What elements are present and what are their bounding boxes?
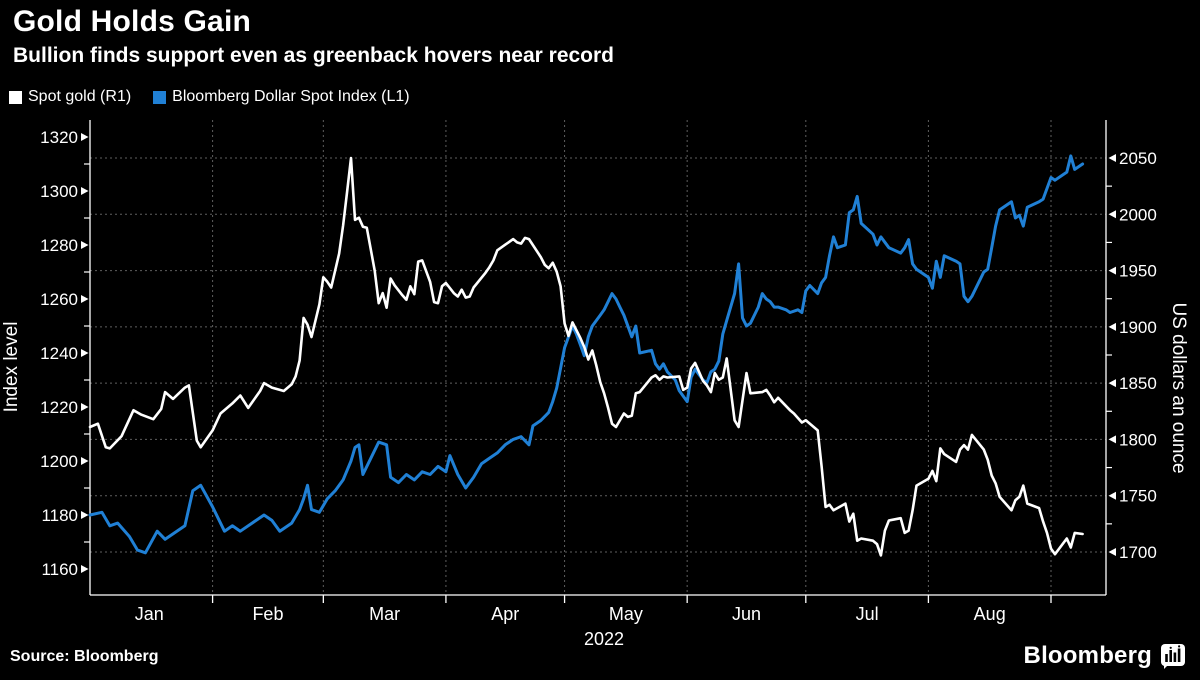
right-axis-pointer-icon [1108,322,1116,331]
left-axis-pointer-icon [81,349,89,357]
right-axis-pointer-icon [1108,210,1116,219]
right-axis-pointer-icon [1108,154,1116,162]
chart-legend: Spot gold (R1) Bloomberg Dollar Spot Ind… [9,88,410,106]
x-axis-month-label: Feb [252,604,283,624]
left-axis-tick-label: 1220 [40,398,78,417]
page-title: Gold Holds Gain [13,5,252,38]
right-axis-tick-label: 1800 [1119,430,1157,449]
x-axis-month-label: May [609,604,643,624]
left-axis-tick-label: 1280 [40,236,78,255]
bloomberg-logo: Bloomberg [1024,642,1186,670]
spot-gold-swatch-icon [9,90,22,104]
x-axis-month-label: Apr [491,604,519,624]
left-axis-pointer-icon [81,241,89,249]
x-axis-year-label: 2022 [584,629,624,649]
bloomberg-wordmark: Bloomberg [1023,642,1152,669]
right-axis-tick-label: 1900 [1119,318,1157,337]
right-axis-pointer-icon [1108,379,1116,388]
left-axis-tick-label: 1320 [40,128,78,147]
right-axis-pointer-icon [1108,266,1116,275]
legend-item-spot-gold: Spot gold (R1) [9,88,131,106]
dollar-index-swatch-icon [153,90,167,104]
left-axis-tick-label: 1260 [40,290,78,309]
x-axis-month-label: Jun [732,604,761,624]
left-axis-tick-label: 1200 [40,452,78,471]
legend-label-spot-gold: Spot gold (R1) [28,88,132,105]
right-axis-pointer-icon [1108,547,1116,556]
bloomberg-terminal-icon [1161,644,1185,669]
spot-gold-series-line [88,156,1084,557]
right-axis-pointer-icon [1108,435,1116,444]
x-axis-month-label: Jan [135,604,164,624]
left-axis-pointer-icon [81,511,89,519]
right-axis-pointer-icon [1108,491,1116,500]
right-axis-tick-label: 2050 [1119,149,1157,168]
right-axis-tick-label: 1700 [1119,543,1157,562]
page-subtitle: Bullion finds support even as greenback … [13,44,615,67]
right-axis-tick-label: 1850 [1119,374,1157,393]
left-axis-tick-label: 1300 [40,182,78,201]
x-axis-month-label: Jul [856,604,879,624]
x-axis-month-label: Aug [974,604,1006,624]
left-axis-tick-label: 1240 [40,344,78,363]
right-axis-tick-label: 2000 [1119,205,1157,224]
right-axis-tick-label: 1750 [1119,487,1157,506]
left-axis-pointer-icon [81,565,89,573]
dollar-index-series-line [88,154,1085,555]
left-axis-pointer-icon [81,133,89,141]
right-axis-title: US dollars an ounce [1168,302,1189,473]
left-axis-pointer-icon [81,187,89,195]
legend-item-dollar-index: Bloomberg Dollar Spot Index (L1) [153,88,410,106]
right-axis-tick-label: 1950 [1119,262,1157,281]
left-axis-pointer-icon [81,457,89,465]
left-axis-pointer-icon [81,295,89,303]
left-axis-pointer-icon [81,403,89,411]
left-axis-tick-label: 1180 [41,506,78,525]
x-axis-month-label: Mar [369,604,400,624]
left-axis-title: Index level [1,322,22,413]
left-axis-tick-label: 1160 [41,560,78,579]
legend-label-dollar-index: Bloomberg Dollar Spot Index (L1) [172,88,410,105]
source-note: Source: Bloomberg [10,648,159,665]
